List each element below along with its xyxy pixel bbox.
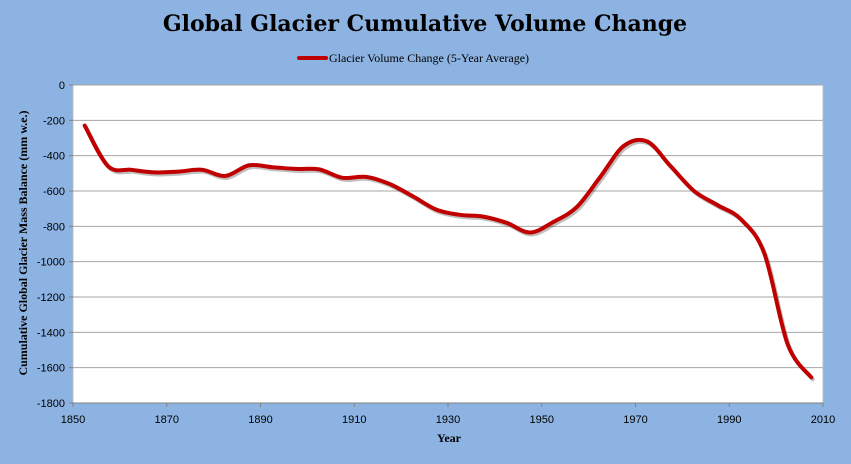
y-tick-label: -200 (43, 115, 65, 127)
plot-area (72, 84, 824, 404)
legend: Glacier Volume Change (5-Year Average) (297, 51, 529, 65)
series-layer (82, 123, 815, 382)
y-tick-label: 0 (59, 80, 65, 92)
x-tick-label: 2010 (811, 414, 835, 426)
y-tick-label: -1600 (37, 363, 65, 375)
gridlines (73, 84, 823, 369)
y-tick-label: -1400 (37, 327, 65, 339)
legend-label: Glacier Volume Change (5-Year Average) (329, 51, 529, 65)
y-tick-label: -1000 (37, 257, 65, 269)
x-tick-label: 1970 (623, 414, 647, 426)
y-tick-label: -800 (43, 221, 65, 233)
y-axis: 0 -200 -400 -600 -800 -1000 -1200 -1400 -1600 -18… (37, 80, 73, 410)
x-tick-label: 1910 (342, 414, 366, 426)
chart-title: Global Glacier Cumulative Volume Change (163, 11, 687, 37)
y-tick-label: -400 (43, 151, 65, 163)
x-axis: 1850 1870 1890 1910 1930 1950 1970 1990 2010 (61, 402, 835, 426)
y-tick-label: -600 (43, 186, 65, 198)
y-axis-label: Cumulative Global Glacier Mass Balance (… (16, 110, 30, 375)
y-tick-label: -1800 (37, 398, 65, 410)
x-tick-label: 1890 (248, 414, 272, 426)
x-axis-label: Year (437, 431, 462, 445)
y-tick-label: -1200 (37, 292, 65, 304)
x-tick-label: 1950 (530, 414, 554, 426)
x-tick-label: 1990 (717, 414, 741, 426)
x-tick-label: 1870 (155, 414, 179, 426)
x-tick-label: 1930 (436, 414, 460, 426)
x-tick-label: 1850 (61, 414, 85, 426)
